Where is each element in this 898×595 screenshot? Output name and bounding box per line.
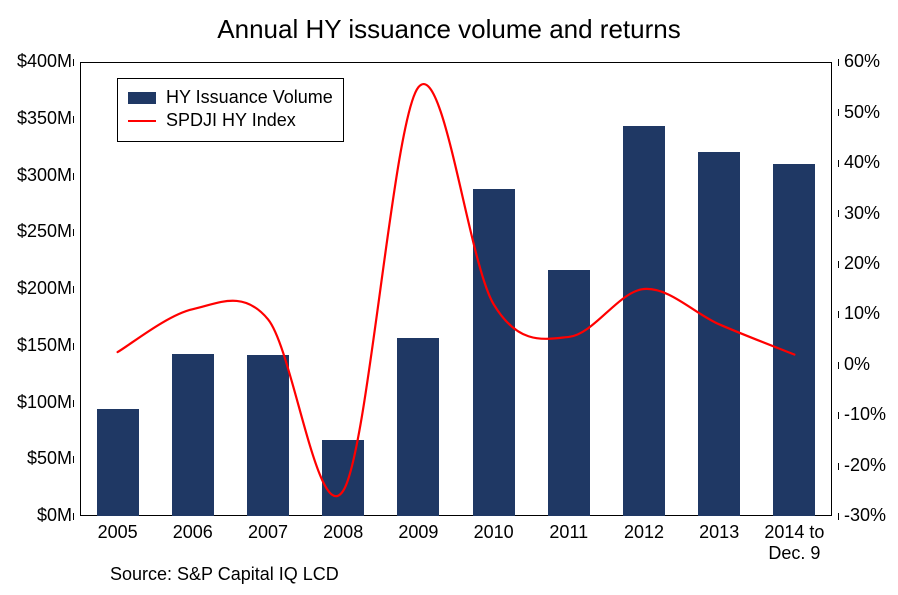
y-right-tick [838,109,839,116]
y-right-label: 0% [844,354,870,375]
y-right-label: 30% [844,203,880,224]
chart-title: Annual HY issuance volume and returns [0,14,898,45]
y-right-tick [838,59,839,66]
y-left-tick [73,286,74,293]
line-series [118,84,795,496]
y-left-label: $300M [6,165,72,186]
y-left-tick [73,59,74,66]
y-right-tick [838,160,839,167]
hy-issuance-chart: Annual HY issuance volume and returns HY… [0,0,898,595]
y-right-label: 10% [844,303,880,324]
y-left-label: $0M [6,505,72,526]
x-axis-label: 2010 [456,522,531,543]
y-left-tick [73,173,74,180]
legend-label: HY Issuance Volume [166,87,333,108]
y-left-label: $250M [6,221,72,242]
x-axis-label: 2007 [230,522,305,543]
y-left-tick [73,343,74,350]
legend-item: HY Issuance Volume [128,87,333,108]
y-left-label: $350M [6,108,72,129]
x-axis-label: 2013 [682,522,757,543]
legend-bar-swatch-icon [128,92,156,104]
y-left-tick [73,400,74,407]
y-right-label: 60% [844,51,880,72]
y-left-tick [73,229,74,236]
y-right-label: 40% [844,152,880,173]
x-axis-label: 2012 [606,522,681,543]
y-left-tick [73,513,74,520]
y-left-label: $50M [6,448,72,469]
y-right-tick [838,362,839,369]
y-left-tick [73,456,74,463]
x-axis-label: 2005 [80,522,155,543]
y-right-label: 20% [844,253,880,274]
y-right-tick [838,463,839,470]
legend: HY Issuance VolumeSPDJI HY Index [117,78,344,142]
y-right-tick [838,412,839,419]
y-left-label: $150M [6,335,72,356]
y-left-tick [73,116,74,123]
x-axis-label: 2008 [306,522,381,543]
y-right-label: -10% [844,404,886,425]
x-axis-label: 2011 [531,522,606,543]
x-axis-label: 2014 toDec. 9 [757,522,832,564]
y-right-tick [838,261,839,268]
y-right-label: -30% [844,505,886,526]
y-right-tick [838,513,839,520]
y-right-label: -20% [844,455,886,476]
source-text: Source: S&P Capital IQ LCD [110,564,339,585]
legend-label: SPDJI HY Index [166,110,296,131]
y-right-label: 50% [844,102,880,123]
x-axis-label: 2006 [155,522,230,543]
y-right-tick [838,311,839,318]
y-right-tick [838,210,839,217]
legend-line-swatch-icon [128,120,156,122]
y-left-label: $200M [6,278,72,299]
y-left-label: $100M [6,392,72,413]
legend-item: SPDJI HY Index [128,110,333,131]
x-axis-label: 2009 [381,522,456,543]
y-left-label: $400M [6,51,72,72]
